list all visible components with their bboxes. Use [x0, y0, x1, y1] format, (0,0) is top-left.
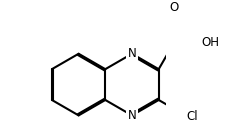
- Text: Cl: Cl: [185, 110, 197, 123]
- Text: N: N: [127, 47, 136, 60]
- Text: OH: OH: [200, 36, 218, 49]
- Text: O: O: [169, 1, 178, 14]
- Text: N: N: [127, 109, 136, 122]
